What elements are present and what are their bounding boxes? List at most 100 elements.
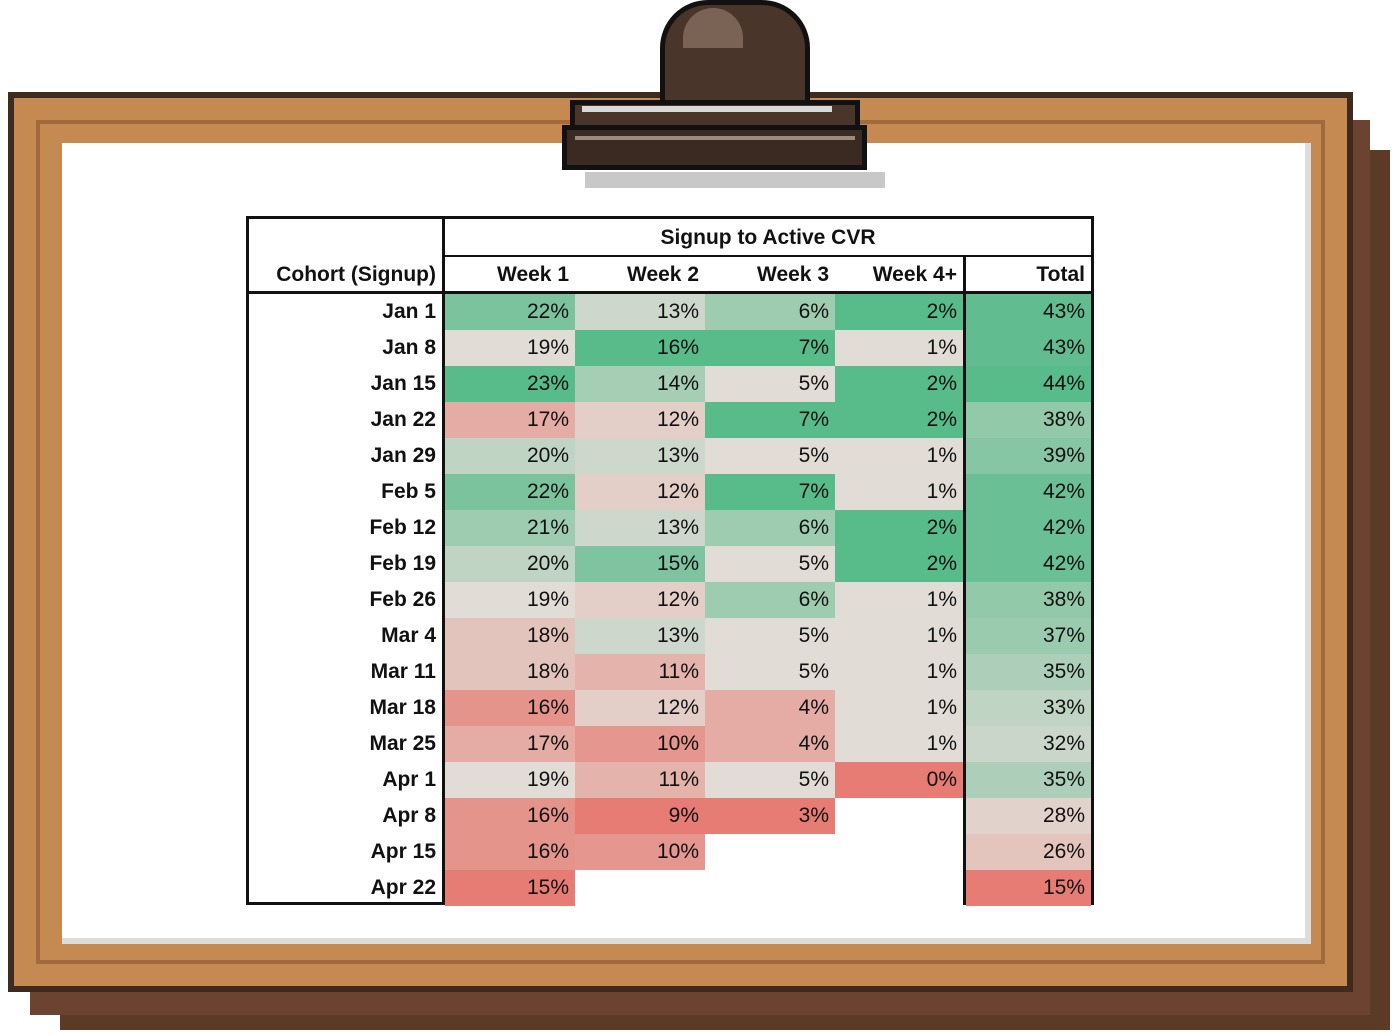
- row-label: Feb 19: [369, 552, 436, 575]
- heatmap-cell: 38%: [966, 582, 1091, 618]
- heatmap-cell: 6%: [705, 510, 835, 546]
- heatmap-cell: 2%: [835, 366, 963, 402]
- heatmap-cell: 1%: [835, 654, 963, 690]
- heatmap-cell: 15%: [966, 870, 1091, 906]
- clip-highlight-stripe: [582, 106, 832, 112]
- heatmap-cell: 39%: [966, 438, 1091, 474]
- heatmap-cell: 14%: [575, 366, 705, 402]
- heatmap-cell: 7%: [705, 330, 835, 366]
- heatmap-cell: 5%: [705, 654, 835, 690]
- heatmap-cell: 1%: [835, 726, 963, 762]
- row-label: Apr 22: [370, 876, 436, 899]
- clip-shadow: [585, 172, 885, 188]
- heatmap-cell: 5%: [705, 762, 835, 798]
- heatmap-cell: 15%: [575, 546, 705, 582]
- row-label: Feb 12: [369, 516, 436, 539]
- row-label: Apr 15: [370, 840, 436, 863]
- row-label: Mar 4: [381, 624, 436, 647]
- heatmap-cell: 42%: [966, 474, 1091, 510]
- heatmap-cell: 9%: [575, 798, 705, 834]
- row-header-cohort: Cohort (Signup): [276, 263, 436, 286]
- heatmap-cell: 20%: [445, 546, 575, 582]
- heatmap-cell: 20%: [445, 438, 575, 474]
- heatmap-cell: 6%: [705, 294, 835, 330]
- heatmap-cell: 15%: [445, 870, 575, 906]
- heatmap-cell: 43%: [966, 330, 1091, 366]
- header-row-columns: Cohort (Signup) Week 1 Week 2 Week 3 Wee…: [249, 256, 1091, 293]
- heatmap-cell: 5%: [705, 546, 835, 582]
- heatmap-cell: 7%: [705, 402, 835, 438]
- row-label: Feb 5: [381, 480, 436, 503]
- row-label: Jan 1: [382, 300, 436, 323]
- row-label: Apr 1: [382, 768, 436, 791]
- heatmap-cell: 33%: [966, 690, 1091, 726]
- heatmap-cell: 16%: [445, 834, 575, 870]
- heatmap-cell: 4%: [705, 690, 835, 726]
- divider-total: [963, 256, 966, 902]
- heatmap-cell: 1%: [835, 582, 963, 618]
- table-title: Signup to Active CVR: [660, 226, 876, 249]
- heatmap-cell: 19%: [445, 330, 575, 366]
- clip-bar-stripe: [575, 136, 855, 140]
- heatmap-cell: 42%: [966, 546, 1091, 582]
- heatmap-cell: 22%: [445, 294, 575, 330]
- heatmap-cell: 10%: [575, 726, 705, 762]
- row-label: Mar 18: [369, 696, 436, 719]
- heatmap-cell: 19%: [445, 582, 575, 618]
- clip-ring: [660, 0, 810, 110]
- heatmap-cell: 16%: [445, 690, 575, 726]
- heatmap-cell: 17%: [445, 726, 575, 762]
- divider-header: [249, 291, 1091, 294]
- heatmap-cell: 3%: [705, 798, 835, 834]
- row-label: Apr 8: [382, 804, 436, 827]
- heatmap-cell: [835, 834, 963, 870]
- heatmap-cell: 10%: [575, 834, 705, 870]
- clip-ring-highlight: [683, 8, 743, 48]
- row-label: Mar 25: [369, 732, 436, 755]
- heatmap-cell: 13%: [575, 510, 705, 546]
- heatmap-cell: 42%: [966, 510, 1091, 546]
- heatmap-cell: [835, 870, 963, 906]
- heatmap-cell: 1%: [835, 690, 963, 726]
- heatmap-cell: 2%: [835, 546, 963, 582]
- col-header-week3: Week 3: [757, 263, 829, 286]
- heatmap-cell: 16%: [445, 798, 575, 834]
- heatmap-cell: 35%: [966, 762, 1091, 798]
- clip-bar: [562, 125, 867, 170]
- col-header-week2: Week 2: [627, 263, 699, 286]
- heatmap-cell: 11%: [575, 762, 705, 798]
- heatmap-cell: 5%: [705, 438, 835, 474]
- heatmap-cell: 16%: [575, 330, 705, 366]
- col-header-week1: Week 1: [497, 263, 569, 286]
- heatmap-cell: 26%: [966, 834, 1091, 870]
- heatmap-cell: 6%: [705, 582, 835, 618]
- divider-cohort: [442, 219, 445, 902]
- col-header-week4: Week 4+: [872, 263, 957, 286]
- header-row-group: Signup to Active CVR: [249, 219, 1091, 256]
- heatmap-cell: 18%: [445, 654, 575, 690]
- heatmap-cell: 12%: [575, 402, 705, 438]
- row-label: Jan 29: [370, 444, 436, 467]
- heatmap-cell: 44%: [966, 366, 1091, 402]
- heatmap-cell: 38%: [966, 402, 1091, 438]
- row-label: Jan 15: [370, 372, 436, 395]
- heatmap-cell: 1%: [835, 474, 963, 510]
- heatmap-cell: 12%: [575, 582, 705, 618]
- heatmap-cell: 18%: [445, 618, 575, 654]
- heatmap-cell: 28%: [966, 798, 1091, 834]
- heatmap-cell: [705, 870, 835, 906]
- heatmap-cell: 19%: [445, 762, 575, 798]
- cohort-table: Signup to Active CVR Cohort (Signup) Wee…: [246, 216, 1094, 906]
- heatmap-cell: 12%: [575, 474, 705, 510]
- row-label: Jan 22: [370, 408, 436, 431]
- heatmap-cell: 13%: [575, 438, 705, 474]
- heatmap-cell: 43%: [966, 294, 1091, 330]
- heatmap-cell: 37%: [966, 618, 1091, 654]
- heatmap-cell: 1%: [835, 330, 963, 366]
- heatmap-cell: 2%: [835, 294, 963, 330]
- heatmap-cell: [705, 834, 835, 870]
- col-header-total: Total: [1036, 263, 1085, 286]
- divider-title: [445, 255, 1091, 257]
- heatmap-cell: 1%: [835, 618, 963, 654]
- heatmap-cell: 35%: [966, 654, 1091, 690]
